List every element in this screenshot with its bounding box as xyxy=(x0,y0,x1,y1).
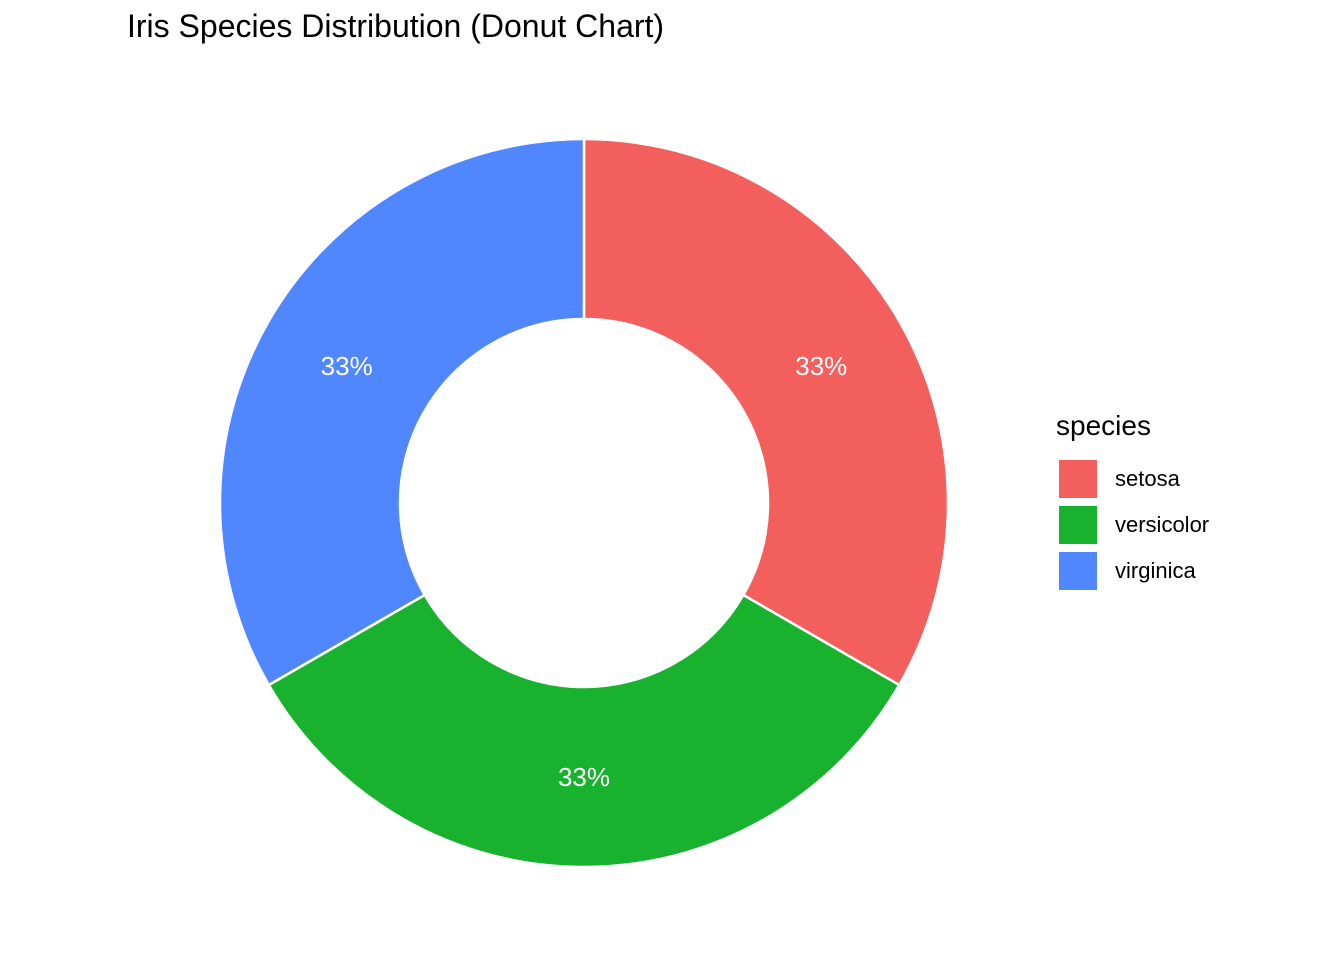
legend: species setosa versicolor virginica xyxy=(1056,410,1209,594)
legend-item-versicolor: versicolor xyxy=(1056,502,1209,548)
slice-versicolor xyxy=(267,593,901,869)
legend-label-virginica: virginica xyxy=(1115,558,1196,583)
slice-setosa xyxy=(582,137,950,687)
legend-item-setosa: setosa xyxy=(1056,456,1209,502)
legend-label-setosa: setosa xyxy=(1115,466,1180,491)
slice-virginica xyxy=(218,137,586,687)
slice-label-versicolor: 33% xyxy=(558,762,610,792)
slice-label-setosa: 33% xyxy=(795,351,847,381)
legend-title: species xyxy=(1056,410,1151,441)
legend-label-versicolor: versicolor xyxy=(1115,512,1210,537)
legend-swatch-versicolor xyxy=(1059,506,1097,544)
legend-item-virginica: virginica xyxy=(1056,548,1209,594)
legend-swatch-setosa xyxy=(1059,460,1097,498)
chart-title: Iris Species Distribution (Donut Chart) xyxy=(127,8,665,44)
slice-label-virginica: 33% xyxy=(321,351,373,381)
legend-swatch-virginica xyxy=(1059,552,1097,590)
